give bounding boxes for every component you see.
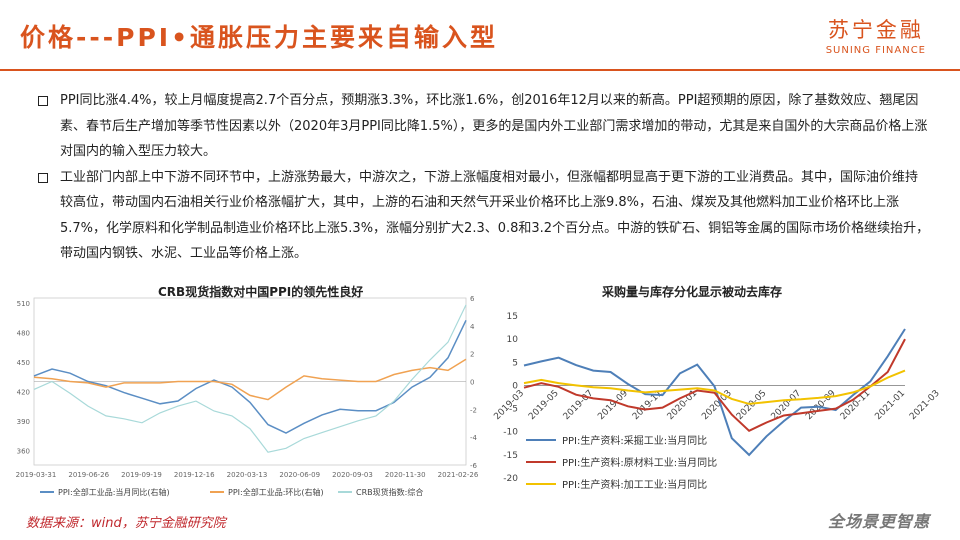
x-tick-label: 2019-09-19 [121, 471, 162, 479]
x-tick-label: 2019-03 [492, 388, 526, 422]
y-left-tick-label: 360 [17, 447, 30, 455]
slogan-logo: 全场景更智惠 [827, 512, 930, 531]
bullet-text: PPI同比涨4.4%，较上月幅度提高2.7个百分点，预期涨3.3%，环比涨1.6… [60, 93, 928, 159]
legend-label: PPI:生产资料:采掘工业:当月同比 [562, 434, 707, 447]
y-left-tick-label: 390 [17, 418, 30, 426]
x-tick-label: 2020-03-13 [227, 471, 268, 479]
brand-logo: 苏宁金融 SUNING FINANCE [826, 14, 926, 56]
y-tick-label: 0 [512, 381, 518, 391]
page-title: 价格---PPI•通胀压力主要来自输入型 [20, 23, 499, 52]
y-right-tick-label: -6 [470, 462, 478, 470]
x-tick-label: 2020-06-09 [279, 471, 320, 479]
x-tick-label: 2020-11-30 [385, 471, 426, 479]
chart2-title: 采购量与库存分化显示被动去库存 [602, 285, 783, 299]
x-tick-label: 2019-06-26 [68, 471, 109, 479]
ppi-components-chart: 15 10 5 0 -5 -10 -15 -20 2019-03 2019-05 2019-07 20… [492, 312, 942, 491]
series-line [33, 319, 467, 434]
y-right-tick-label: -4 [470, 434, 478, 442]
x-tick-label: 2019-07 [562, 388, 596, 422]
y-right-tick-label: 4 [470, 323, 475, 331]
x-tick-label: 2021-01 [873, 388, 907, 422]
bullet-item: 工业部门内部上中下游不同环节中，上游涨势最大，中游次之，下游上涨幅度相对最小，但… [38, 165, 930, 267]
series-line [523, 338, 906, 432]
x-tick-label: 2020-01 [666, 388, 700, 422]
x-tick-label: 2021-03 [908, 388, 942, 422]
x-tick-label: 2020-07 [770, 388, 804, 422]
legend-label: CRB现货指数:综合 [356, 487, 423, 497]
square-bullet-icon [38, 172, 48, 183]
x-tick-label: 2019-05 [527, 388, 561, 422]
y-tick-label: -5 [509, 405, 518, 415]
y-tick-label: 10 [507, 335, 519, 345]
series-line [33, 358, 467, 401]
bullet-text: 工业部门内部上中下游不同环节中，上游涨势最大，中游次之，下游上涨幅度相对最小，但… [60, 169, 930, 262]
y-right-tick-label: -2 [470, 406, 477, 414]
y-right-tick-label: 0 [470, 379, 474, 387]
bullet-list: PPI同比涨4.4%，较上月幅度提高2.7个百分点，预期涨3.3%，环比涨1.6… [38, 88, 930, 267]
x-tick-label: 2020-09 [804, 388, 838, 422]
header-divider [0, 69, 960, 71]
legend-label: PPI:生产资料:加工工业:当月同比 [562, 478, 707, 491]
x-tick-label: 2019-03-31 [16, 471, 57, 479]
x-tick-label: 2021-02-26 [438, 471, 479, 479]
x-tick-label: 2019-12-16 [174, 471, 215, 479]
x-tick-label: 2020-09-03 [332, 471, 373, 479]
legend-label: PPI:全部工业品:环比(右轴) [228, 487, 324, 497]
y-tick-label: -10 [503, 428, 518, 438]
square-bullet-icon [38, 96, 48, 106]
y-left-tick-label: 450 [17, 359, 30, 367]
series-line [33, 304, 467, 453]
y-left-tick-label: 480 [17, 329, 30, 337]
y-tick-label: -20 [503, 474, 518, 484]
y-tick-label: 15 [507, 312, 518, 322]
y-left-tick-label: 510 [17, 300, 30, 308]
series-line [523, 369, 906, 405]
bullet-item: PPI同比涨4.4%，较上月幅度提高2.7个百分点，预期涨3.3%，环比涨1.6… [38, 88, 930, 165]
legend-label: PPI:生产资料:原材料工业:当月同比 [562, 456, 717, 469]
y-tick-label: 5 [512, 358, 518, 368]
legend-label: PPI:全部工业品:当月同比(右轴) [58, 487, 170, 497]
y-left-tick-label: 420 [17, 388, 30, 396]
chart1-title: CRB现货指数对中国PPI的领先性良好 [158, 285, 364, 299]
brand-name: 苏宁金融 [827, 18, 924, 42]
y-tick-label: -15 [503, 451, 518, 461]
y-right-tick-label: 2 [470, 351, 474, 359]
x-tick-label: 2020-05 [735, 388, 769, 422]
data-source-note: 数据来源：wind，苏宁金融研究院 [26, 516, 226, 531]
brand-subtitle: SUNING FINANCE [825, 45, 926, 56]
y-right-tick-label: 6 [470, 295, 475, 303]
